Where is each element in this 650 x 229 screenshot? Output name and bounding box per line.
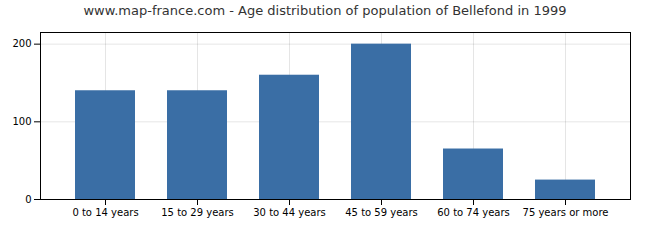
svg-text:100: 100 [12, 116, 31, 127]
svg-text:75 years or more: 75 years or more [523, 207, 609, 218]
svg-text:45 to 59 years: 45 to 59 years [345, 207, 418, 218]
svg-text:0 to 14 years: 0 to 14 years [72, 207, 138, 218]
svg-text:15 to 29 years: 15 to 29 years [161, 207, 234, 218]
svg-text:200: 200 [12, 38, 31, 49]
svg-text:60 to 74 years: 60 to 74 years [437, 207, 510, 218]
html-text:www.map-france.com - Age distr: www.map-france.com - Age distribution of… [83, 3, 567, 18]
svg-text:30 to 44 years: 30 to 44 years [253, 207, 326, 218]
svg-text:0: 0 [25, 194, 31, 205]
